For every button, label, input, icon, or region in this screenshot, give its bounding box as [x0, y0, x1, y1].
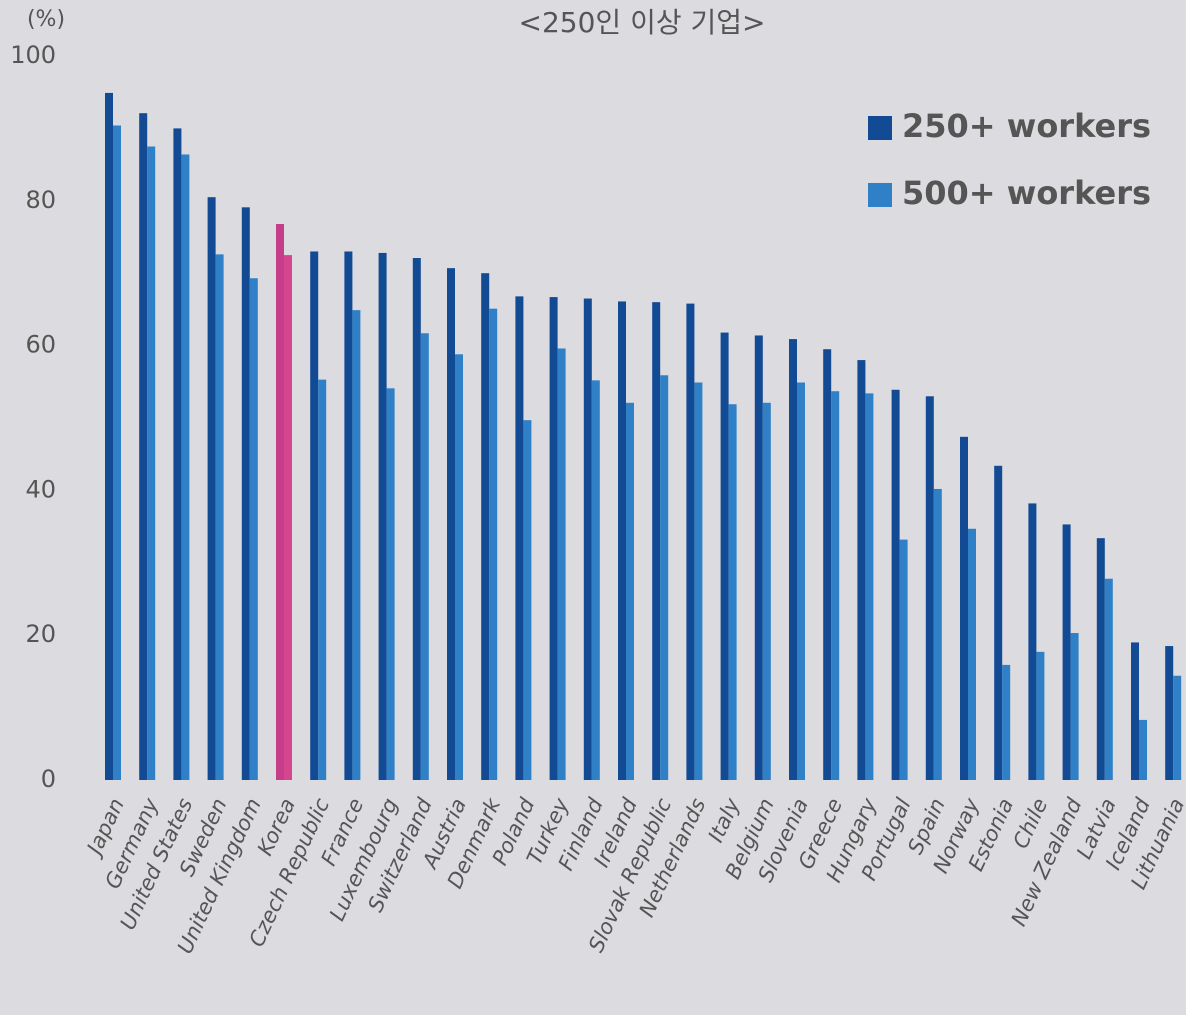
bar [412, 257, 421, 781]
y-tick-label: 80 [25, 186, 56, 214]
bar [1002, 664, 1011, 780]
bar [455, 354, 463, 780]
bar [1173, 675, 1182, 780]
bar [173, 128, 182, 780]
bar [1131, 642, 1139, 780]
bar [789, 339, 797, 780]
bar [720, 332, 729, 780]
bar [276, 223, 284, 780]
bar [865, 393, 874, 780]
bar [591, 380, 600, 780]
y-axis-label: (%) [27, 7, 65, 32]
bar [105, 92, 113, 780]
bar [207, 197, 216, 780]
chart-title: <250인 이상 기업> [519, 6, 766, 39]
y-tick-label: 100 [10, 41, 56, 69]
bar [925, 396, 934, 780]
bar [694, 382, 703, 780]
y-tick-label: 20 [25, 620, 56, 648]
bar [352, 310, 361, 780]
bar [181, 154, 190, 781]
bar [754, 335, 763, 780]
bar [310, 251, 319, 781]
bar [139, 113, 148, 781]
bar [728, 404, 737, 780]
bar [1062, 524, 1071, 780]
bar [652, 302, 661, 780]
bar [933, 488, 942, 780]
legend-label: 250+ workers [902, 107, 1151, 145]
bar [523, 420, 532, 780]
legend-swatch [868, 183, 892, 207]
bar [481, 273, 490, 780]
legend-swatch [868, 116, 892, 140]
bar [557, 348, 566, 780]
bar [797, 382, 805, 780]
bar [823, 349, 832, 780]
bar [660, 375, 669, 780]
y-tick-label: 0 [41, 765, 56, 793]
bar [318, 379, 327, 780]
bar [583, 298, 592, 780]
bar [891, 389, 900, 780]
bar [1165, 646, 1174, 780]
bar [378, 252, 387, 781]
bar [113, 125, 121, 780]
bar [215, 254, 224, 781]
y-tick-label: 60 [25, 331, 56, 359]
y-tick-label: 40 [25, 475, 56, 503]
bar [960, 436, 968, 780]
bar [241, 207, 250, 781]
bar [489, 308, 498, 780]
bar [968, 528, 976, 780]
bar [762, 402, 771, 780]
bar [899, 539, 908, 780]
bar [857, 360, 866, 780]
bar [386, 388, 395, 780]
bar [344, 251, 353, 781]
bar [626, 402, 634, 780]
bar [994, 465, 1003, 780]
legend-label: 500+ workers [902, 174, 1151, 212]
bar [249, 278, 258, 780]
bar [618, 301, 626, 780]
bar [1139, 719, 1147, 780]
bar [1028, 503, 1037, 780]
bar [1104, 578, 1113, 780]
bar [284, 255, 292, 781]
bar [1070, 633, 1079, 780]
bar [1036, 651, 1045, 780]
bar [686, 303, 695, 780]
bar [1096, 538, 1105, 780]
bar [515, 296, 524, 780]
bar [147, 146, 156, 780]
bar [549, 297, 558, 780]
bar [420, 333, 429, 780]
bar [831, 391, 840, 780]
bar [447, 268, 455, 780]
